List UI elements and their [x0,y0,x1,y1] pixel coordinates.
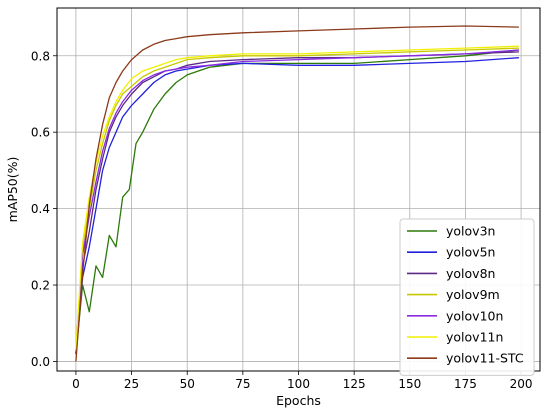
legend-label: yolov3n [446,224,495,239]
series-line-yolov9m [75,47,519,351]
series-layer [75,25,519,362]
x-tick-label: 75 [235,377,250,391]
x-tick-label: 150 [398,377,421,391]
x-tick-label: 100 [287,377,310,391]
x-axis-label: Epochs [276,393,321,408]
y-tick-label: 0.2 [31,279,50,293]
legend-label: yolov11n [446,330,503,345]
y-tick-label: 0.8 [31,49,50,63]
legend-label: yolov11-STC [446,351,524,366]
axis-ticks: 0 25 50 75 100 125 150 175 200 0.0 0.2 0.4 0.6 0.8 [31,49,533,391]
legend-label: yolov9m [446,287,500,302]
legend: yolov3n yolov5n yolov8n yolov9m yolov10n yolo… [399,218,535,376]
y-tick-label: 0.4 [31,202,50,216]
x-tick-label: 125 [343,377,366,391]
x-tick-label: 25 [124,377,139,391]
y-tick-label: 0.0 [31,355,50,369]
y-axis-label: mAP50(%) [5,157,20,223]
x-tick-label: 0 [72,377,80,391]
series-line-yolov10n [75,49,519,354]
x-tick-label: 200 [510,377,533,391]
legend-label: yolov10n [446,308,503,323]
x-tick-label: 175 [454,377,477,391]
series-line-yolov11-STC [75,25,519,362]
series-line-yolov3n [75,49,519,354]
legend-label: yolov8n [446,266,495,281]
legend-label: yolov5n [446,245,495,260]
series-line-yolov5n [75,57,519,354]
series-line-yolov11n [75,45,519,351]
y-tick-label: 0.6 [31,126,50,140]
x-tick-label: 50 [180,377,195,391]
